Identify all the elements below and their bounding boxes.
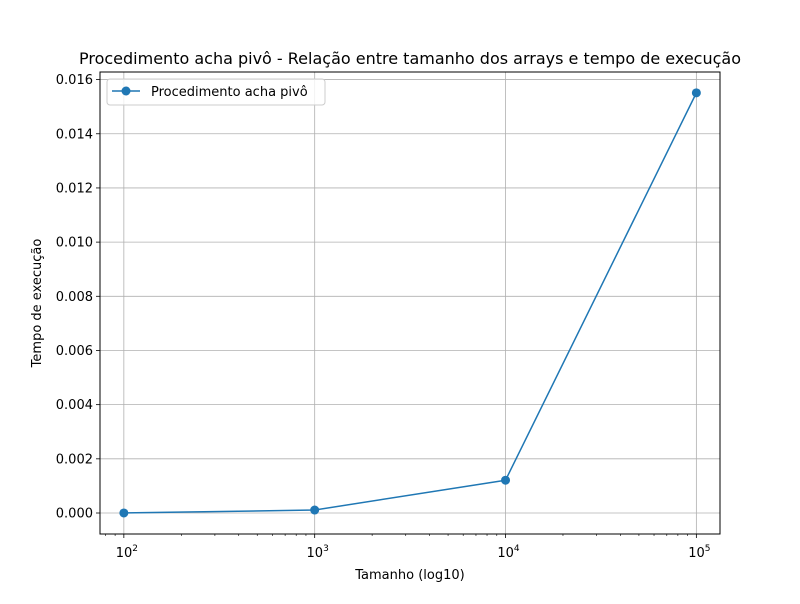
x-tick-label: 104: [497, 544, 520, 561]
y-tick-label: 0.004: [56, 398, 93, 413]
x-tick-label: 105: [688, 544, 710, 561]
legend: Procedimento acha pivô: [106, 78, 326, 106]
legend-label: Procedimento acha pivô: [151, 85, 308, 100]
plot-frame: [99, 71, 721, 535]
legend-box: [106, 78, 326, 106]
y-tick-label: 0.006: [56, 344, 93, 359]
x-tick-label: 102: [116, 544, 138, 561]
data-point: [119, 508, 129, 518]
x-axis-ticks: 102 103 104 105: [116, 534, 711, 561]
data-point: [310, 505, 320, 515]
x-axis-label: Tamanho (log10): [354, 568, 464, 583]
x-tick-label: 103: [307, 544, 329, 561]
y-tick-label: 0.008: [56, 290, 93, 305]
y-tick-label: 0.014: [56, 127, 93, 142]
data-point: [501, 475, 511, 485]
series: [119, 88, 701, 518]
y-tick-label: 0.010: [56, 236, 93, 251]
minor-ticks: [105, 534, 688, 536]
data-point: [691, 88, 701, 98]
legend-marker-swatch: [121, 86, 131, 96]
y-tick-label: 0.012: [56, 181, 93, 196]
y-tick-label: 0.000: [56, 507, 93, 522]
series-line: [123, 92, 698, 514]
chart-title: Procedimento acha pivô - Relação entre t…: [79, 49, 741, 68]
y-tick-label: 0.002: [56, 452, 93, 467]
y-axis-ticks: 0.000 0.002 0.004 0.006 0.008 0.010 0.012 0.014…: [56, 73, 100, 522]
y-tick-label: 0.016: [56, 73, 93, 88]
y-axis-label: Tempo de execução: [30, 239, 45, 369]
